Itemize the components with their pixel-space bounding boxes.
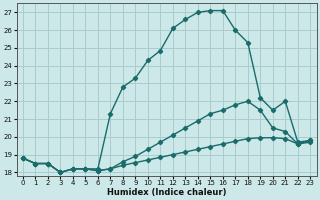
X-axis label: Humidex (Indice chaleur): Humidex (Indice chaleur) [107, 188, 226, 197]
